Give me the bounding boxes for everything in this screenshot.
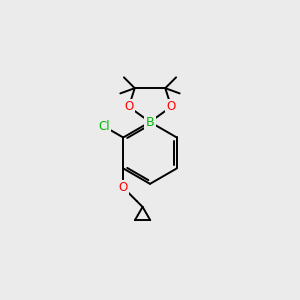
Text: Cl: Cl xyxy=(98,120,110,133)
Text: O: O xyxy=(124,100,134,113)
Text: O: O xyxy=(167,100,176,113)
Text: O: O xyxy=(118,181,128,194)
Text: B: B xyxy=(146,116,154,128)
